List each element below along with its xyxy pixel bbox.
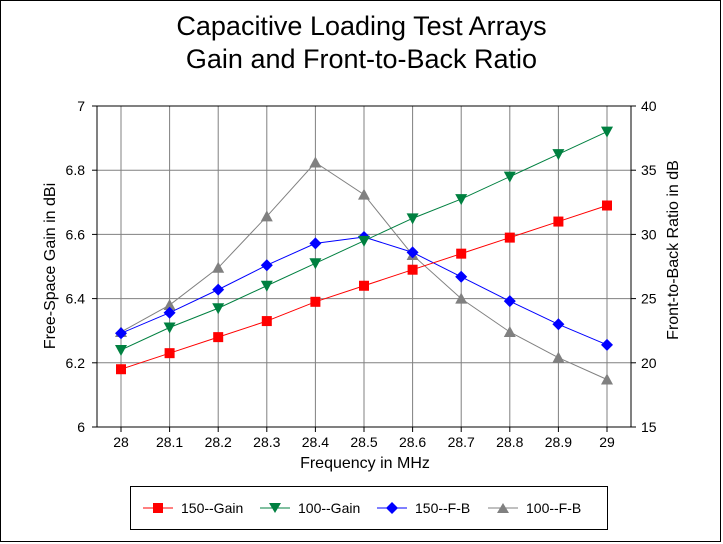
x-tick-label: 28.9 [545, 434, 572, 450]
data-point [552, 149, 565, 161]
legend-marker-100-fb [488, 503, 518, 513]
series-100-gain [115, 126, 613, 356]
data-point [260, 210, 273, 222]
series-150-f-b [115, 230, 613, 351]
data-point [456, 248, 467, 259]
data-point [213, 332, 224, 343]
chart-title: Capacitive Loading Test Arrays [176, 11, 547, 41]
tick-labels: 28 28.1 28.2 28.3 28.4 28.5 28.6 28.7 28.8 28.9 29… [66, 98, 657, 450]
legend-label: 100--Gain [298, 500, 361, 516]
legend-item-100-fb: 100--F-B [486, 487, 581, 529]
data-point [455, 194, 468, 206]
y2-tick-label: 25 [641, 291, 657, 307]
x-tick-label: 29 [599, 434, 615, 450]
x-tick-label: 28.4 [302, 434, 329, 450]
data-point [601, 338, 613, 351]
data-point [212, 303, 225, 315]
data-point [309, 237, 322, 250]
y2-axis-label: Front-to-Back Ratio in dB [665, 160, 682, 340]
data-series [115, 126, 613, 385]
y2-tick-label: 20 [641, 355, 657, 371]
legend-label: 150--F-B [415, 500, 471, 516]
data-point [116, 364, 126, 375]
data-point [115, 327, 127, 340]
data-point [552, 318, 565, 331]
data-point [359, 280, 369, 291]
axes [92, 105, 636, 432]
x-tick-label: 28.5 [350, 434, 377, 450]
y2-tick-label: 30 [641, 226, 657, 242]
legend-marker-150-gain [143, 503, 173, 513]
data-point [309, 258, 322, 270]
data-point [601, 373, 613, 385]
data-point [212, 283, 225, 296]
y-tick-label: 6.2 [66, 355, 86, 371]
y2-tick-label: 40 [641, 98, 657, 114]
data-point [406, 213, 419, 225]
series-150-gain [116, 200, 612, 375]
data-point [504, 232, 515, 243]
x-tick-label: 28.6 [399, 434, 426, 450]
data-point [310, 296, 321, 307]
y-tick-label: 6.4 [66, 291, 86, 307]
data-point [553, 216, 564, 227]
x-tick-label: 28.1 [156, 434, 183, 450]
x-tick-label: 28.2 [205, 434, 232, 450]
y2-tick-label: 15 [641, 419, 657, 435]
data-point [552, 351, 565, 363]
data-point [260, 280, 273, 292]
legend-item-150-fb: 150--F-B [375, 487, 470, 529]
data-point [163, 299, 176, 311]
x-axis-label: Frequency in MHz [300, 455, 430, 472]
data-point [163, 306, 176, 319]
x-tick-label: 28.7 [448, 434, 475, 450]
data-point [455, 292, 468, 304]
data-point [358, 235, 370, 247]
data-point [163, 322, 176, 334]
legend: 150--Gain 100--Gain 150--F-B 100--F-B [130, 486, 608, 530]
legend-marker-100-gain [260, 503, 290, 513]
x-tick-label: 28.8 [496, 434, 523, 450]
data-point [358, 188, 370, 200]
data-point [164, 348, 175, 359]
data-point [455, 270, 468, 283]
y2-tick-label: 35 [641, 162, 657, 178]
data-point [261, 316, 272, 327]
x-tick-label: 28 [113, 434, 129, 450]
legend-label: 100--F-B [526, 500, 582, 516]
legend-label: 150--Gain [181, 500, 244, 516]
y-tick-label: 6.8 [66, 162, 86, 178]
y-tick-label: 6.6 [66, 226, 86, 242]
legend-item-100-gain: 100--Gain [258, 487, 360, 529]
y-axis-label: Free-Space Gain in dBi [42, 183, 59, 349]
data-point [407, 264, 418, 275]
data-point [503, 171, 516, 183]
legend-marker-150-fb [377, 502, 407, 514]
data-point [406, 246, 419, 259]
x-tick-label: 28.3 [253, 434, 280, 450]
data-point [601, 126, 613, 138]
data-point [212, 261, 225, 273]
y-tick-label: 6 [77, 419, 85, 435]
data-point [503, 295, 516, 308]
chart-subtitle: Gain and Front-to-Back Ratio [185, 44, 538, 74]
data-point [602, 200, 612, 211]
plot-border [96, 105, 632, 428]
data-point [260, 259, 273, 272]
legend-item-150-gain: 150--Gain [141, 487, 243, 529]
y-tick-label: 7 [77, 98, 85, 114]
data-point [309, 156, 322, 168]
data-point [503, 325, 516, 337]
data-point [115, 344, 127, 356]
